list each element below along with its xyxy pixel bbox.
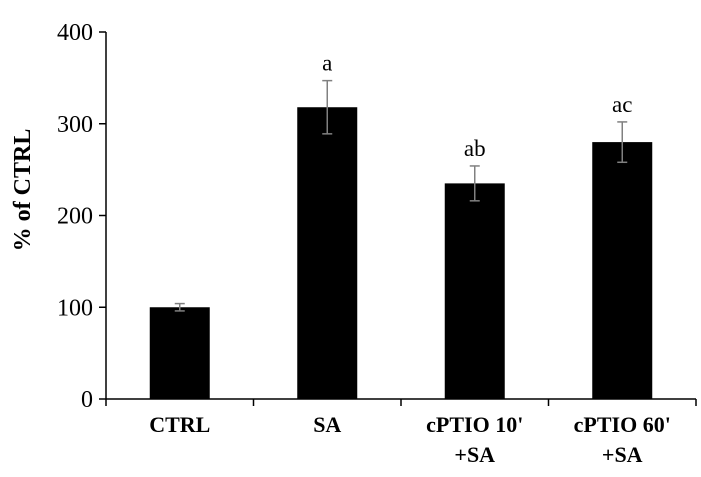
y-axis: 0 100 200 300 400 xyxy=(57,20,107,413)
error-bars xyxy=(174,79,628,312)
y-tick-label: 100 xyxy=(57,295,93,321)
significance-label: ac xyxy=(612,92,632,117)
bar xyxy=(149,307,210,399)
bar xyxy=(592,142,653,399)
significance-labels: a ab ac xyxy=(322,51,632,161)
y-tick-label: 400 xyxy=(57,20,93,46)
x-axis: CTRL SA cPTIO 10' +SA cPTIO 60' +SA xyxy=(105,398,697,467)
y-tick-label: 300 xyxy=(57,112,93,138)
bar xyxy=(297,107,358,400)
x-tick-label: +SA xyxy=(602,442,643,467)
x-tick-label: cPTIO 60' xyxy=(574,412,671,437)
x-tick-label: +SA xyxy=(454,442,495,467)
x-tick-label: SA xyxy=(313,412,341,437)
x-tick-label: cPTIO 10' xyxy=(426,412,523,437)
y-tick-label: 0 xyxy=(81,387,93,413)
bar xyxy=(444,183,505,399)
bars xyxy=(149,107,653,400)
significance-label: ab xyxy=(464,136,486,161)
y-axis-label: % of CTRL xyxy=(10,129,36,252)
y-tick-label: 200 xyxy=(57,204,93,230)
x-tick-label: CTRL xyxy=(149,412,210,437)
significance-label: a xyxy=(322,51,332,76)
